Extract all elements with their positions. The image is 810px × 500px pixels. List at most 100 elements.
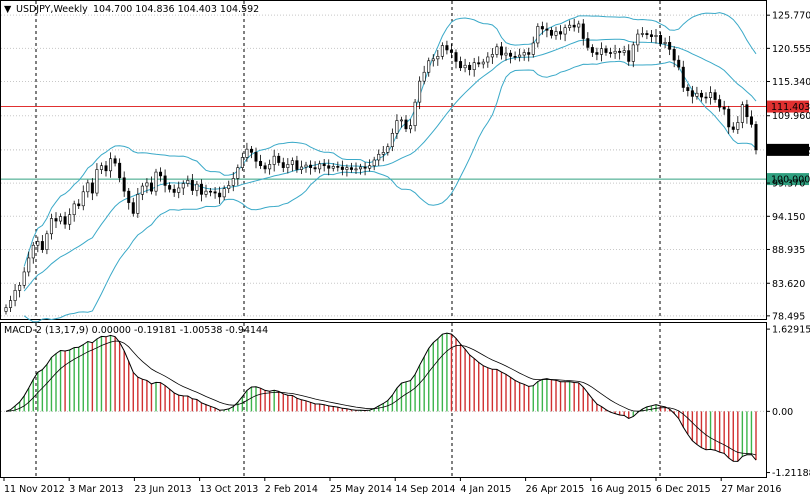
- candle-bear: [322, 163, 326, 167]
- time-tick-label: 13 Oct 2013: [200, 484, 259, 495]
- macd-tick-label: 1.62915: [772, 325, 810, 336]
- macd-tick-label: -1.21188: [772, 468, 810, 479]
- candle-bear: [263, 165, 267, 170]
- candle-bull: [59, 216, 63, 222]
- candle-bear: [545, 28, 549, 31]
- bollinger-middle: [23, 38, 757, 292]
- candle-bull: [372, 159, 376, 167]
- candle-bull: [236, 167, 240, 179]
- candle-bear: [699, 92, 703, 98]
- candle-bull: [486, 56, 490, 63]
- candle-bull: [463, 64, 467, 69]
- candle-bull: [613, 50, 617, 54]
- price-tick-label: 125.770: [772, 11, 810, 22]
- candle-bear: [586, 38, 590, 48]
- candle-bull: [490, 54, 494, 58]
- candle-bear: [199, 183, 203, 195]
- candle-bear: [722, 106, 726, 110]
- time-tick-label: 3 Mar 2013: [69, 484, 123, 495]
- macd-line: [5, 332, 757, 462]
- candle-bull: [72, 203, 76, 215]
- macd-signal-line: [5, 340, 757, 456]
- symbol-label: USDJPY,Weekly: [16, 4, 88, 15]
- level-tag-label: 111.403: [771, 102, 810, 113]
- candle-bull: [86, 182, 90, 193]
- candle-bear: [340, 166, 344, 170]
- candle-bear: [749, 116, 753, 125]
- candle-bull: [522, 52, 526, 56]
- candle-bear: [327, 165, 331, 169]
- candle-bear: [754, 124, 758, 151]
- price-tick-label: 78.495: [772, 311, 805, 322]
- price-tick-label: 120.555: [772, 44, 810, 55]
- candle-bull: [631, 44, 635, 62]
- candle-bear: [745, 104, 749, 118]
- candle-bear: [659, 35, 663, 44]
- candle-bull: [399, 119, 403, 122]
- candle-bear: [449, 49, 453, 53]
- candle-bull: [599, 48, 603, 55]
- candle-bear: [559, 31, 563, 35]
- candle-bear: [259, 160, 263, 167]
- candle-bull: [381, 152, 385, 155]
- candle-bull: [204, 190, 208, 195]
- candle-bull: [472, 62, 476, 70]
- horizontal-levels: 111.403 100.000 104.592: [1, 100, 810, 186]
- time-tick-label: 26 Apr 2015: [526, 484, 585, 495]
- candle-bull: [568, 24, 572, 29]
- candle-bear: [468, 64, 472, 70]
- time-tick-label: 14 Sep 2014: [395, 484, 455, 495]
- bollinger-bands: [23, 12, 757, 323]
- candle-bull: [436, 56, 440, 60]
- price-tick-label: 83.620: [772, 279, 805, 290]
- candle-bear: [454, 52, 458, 62]
- candle-bull: [140, 185, 144, 195]
- candlestick-series: [4, 18, 758, 315]
- candle-bear: [90, 182, 94, 194]
- candle-bull: [18, 284, 22, 291]
- candle-bull: [495, 46, 499, 55]
- candle-bear: [313, 167, 317, 170]
- candle-bull: [145, 182, 149, 187]
- candle-bull: [9, 300, 13, 308]
- candle-bull: [181, 183, 185, 189]
- candle-bull: [427, 60, 431, 73]
- candle-bull: [577, 23, 581, 28]
- candle-bull: [440, 45, 444, 57]
- candle-bear: [118, 162, 122, 179]
- candle-bear: [618, 50, 622, 53]
- candle-bear: [309, 164, 313, 168]
- candle-bear: [254, 152, 258, 162]
- candle-bear: [595, 52, 599, 55]
- candle-bear: [549, 29, 553, 36]
- current-price-label: 104.592: [771, 145, 810, 156]
- candle-bull: [368, 165, 372, 169]
- candle-bull: [45, 233, 49, 250]
- price-tick-label: 94.150: [772, 212, 805, 223]
- candle-bull: [109, 158, 113, 172]
- candle-bear: [686, 87, 690, 91]
- candle-bull: [95, 169, 99, 194]
- candle-bear: [40, 241, 44, 250]
- candle-bull: [231, 178, 235, 186]
- candle-bear: [218, 192, 222, 198]
- candle-bull: [413, 101, 417, 126]
- candle-bear: [513, 56, 517, 58]
- candle-bull: [331, 166, 335, 169]
- candle-bull: [49, 218, 53, 235]
- candle-bear: [604, 48, 608, 53]
- bollinger-lower: [23, 60, 757, 323]
- candle-bear: [168, 185, 172, 190]
- candle-bear: [249, 148, 253, 153]
- time-tick-label: 16 Aug 2015: [591, 484, 652, 495]
- candle-bear: [63, 216, 67, 225]
- candle-bear: [163, 175, 167, 186]
- candle-bull: [536, 26, 540, 44]
- collapse-glyph-icon[interactable]: ▼: [4, 4, 12, 15]
- candle-bear: [609, 52, 613, 54]
- candle-bear: [77, 203, 81, 207]
- candle-bear: [213, 191, 217, 194]
- candle-bear: [363, 166, 367, 169]
- candle-bull: [81, 191, 85, 207]
